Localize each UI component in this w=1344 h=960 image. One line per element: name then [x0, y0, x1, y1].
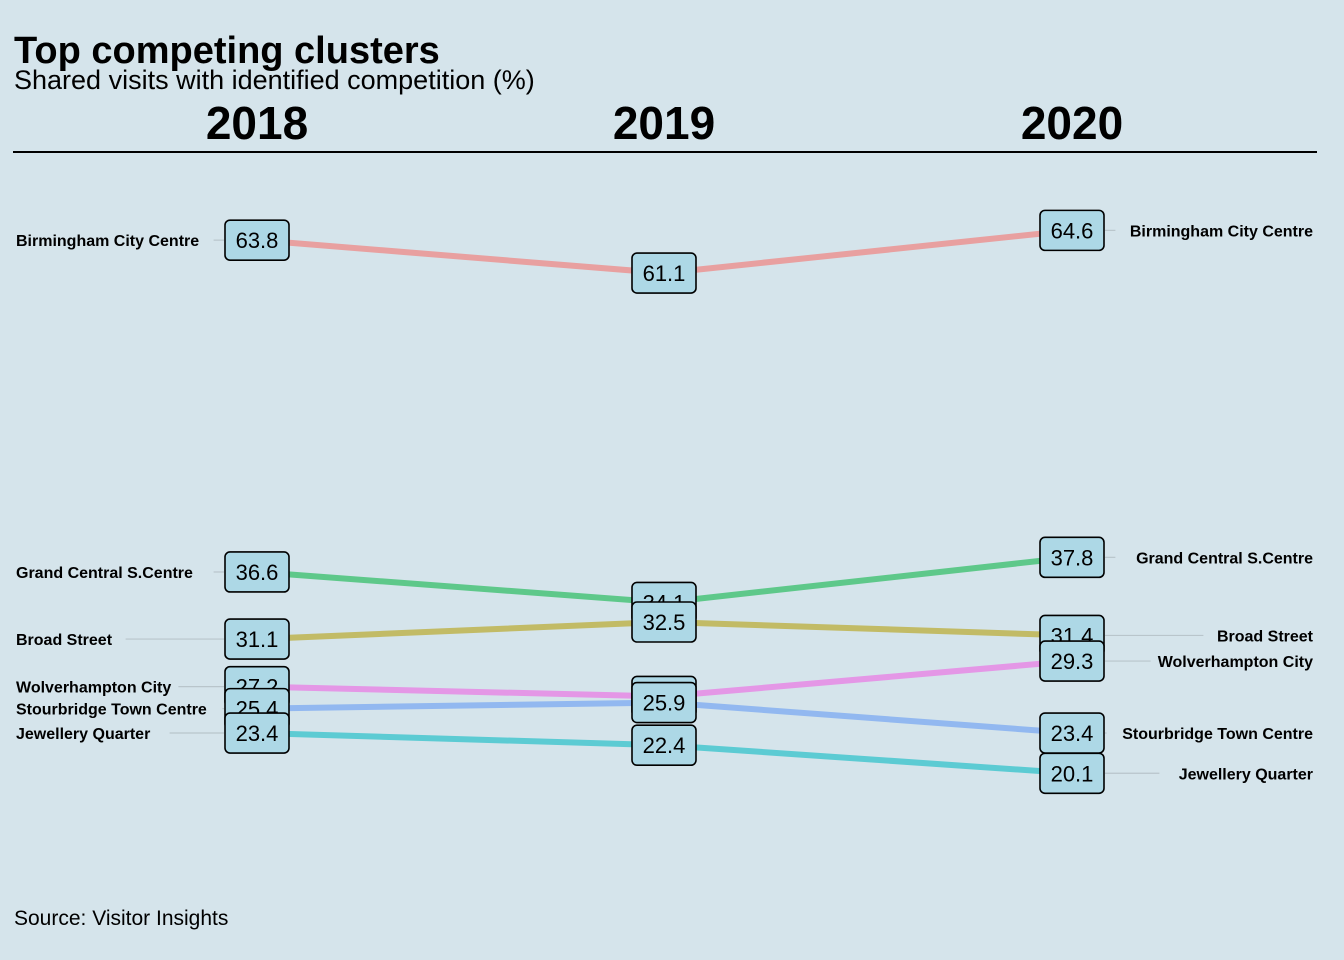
category-label-right-stourbridge-town-centre: Stourbridge Town Centre: [1122, 726, 1313, 743]
label-leaders: [125, 229, 1204, 774]
value-box-birmingham-city-centre-2020: [1039, 209, 1105, 252]
category-label-right-broad-street: Broad Street: [1217, 628, 1314, 645]
value-label-grand-central-s-centre-2020: 37.8: [1051, 545, 1094, 570]
category-label-left-birmingham-city-centre: Birmingham City Centre: [16, 233, 199, 250]
year-label-2020: 2020: [1021, 97, 1123, 149]
value-box-stourbridge-town-centre-2019: [631, 681, 697, 724]
source-caption: Source: Visitor Insights: [14, 907, 229, 930]
value-label-stourbridge-town-centre-2019: 25.9: [643, 691, 686, 716]
value-box-birmingham-city-centre-2018: [224, 219, 290, 261]
value-label-broad-street-2019: 32.5: [643, 610, 686, 635]
value-box-broad-street-2018: [224, 618, 290, 660]
value-box-wolverhampton-city-2020: [1039, 640, 1105, 682]
category-label-left-jewellery-quarter: Jewellery Quarter: [16, 726, 150, 743]
chart-title: Top competing clusters: [14, 30, 440, 72]
value-label-stourbridge-town-centre-2020: 23.4: [1051, 721, 1094, 746]
category-label-right-jewellery-quarter: Jewellery Quarter: [1179, 766, 1313, 783]
value-box-grand-central-s-centre-2020: [1039, 536, 1105, 579]
category-labels: Birmingham City Centre Birmingham City Ce…: [16, 223, 1314, 783]
value-label-jewellery-quarter-2020: 20.1: [1051, 761, 1094, 786]
value-label-jewellery-quarter-2019: 22.4: [643, 733, 686, 758]
value-box-jewellery-quarter-2019: [631, 724, 697, 767]
year-label-2019: 2019: [613, 97, 715, 149]
year-labels: 2018 2019 2020: [206, 97, 1123, 149]
value-box-birmingham-city-centre-2019: [631, 252, 697, 294]
value-box-jewellery-quarter-2018: [224, 712, 290, 754]
value-label-birmingham-city-centre-2019: 61.1: [643, 261, 686, 286]
value-box-grand-central-s-centre-2018: [224, 551, 290, 593]
category-label-left-broad-street: Broad Street: [16, 632, 113, 649]
value-label-birmingham-city-centre-2018: 63.8: [236, 228, 279, 253]
category-label-right-birmingham-city-centre: Birmingham City Centre: [1130, 223, 1313, 240]
value-label-birmingham-city-centre-2020: 64.6: [1051, 218, 1094, 243]
category-label-right-wolverhampton-city: Wolverhampton City: [1158, 654, 1313, 671]
year-label-2018: 2018: [206, 97, 308, 149]
category-label-left-wolverhampton-city: Wolverhampton City: [16, 680, 171, 697]
category-label-left-grand-central-s-centre: Grand Central S.Centre: [16, 565, 193, 582]
value-label-broad-street-2018: 31.1: [236, 627, 279, 652]
chart-subtitle: Shared visits with identified competitio…: [14, 65, 535, 95]
category-label-right-grand-central-s-centre: Grand Central S.Centre: [1136, 550, 1313, 567]
value-box-jewellery-quarter-2020: [1039, 752, 1105, 795]
value-label-wolverhampton-city-2020: 29.3: [1051, 649, 1094, 674]
value-labels: 63.861.164.636.634.137.831.132.531.427.2…: [224, 209, 1105, 795]
value-box-broad-street-2019: [631, 601, 697, 643]
value-label-grand-central-s-centre-2018: 36.6: [236, 560, 279, 585]
category-label-left-stourbridge-town-centre: Stourbridge Town Centre: [16, 702, 207, 719]
value-label-jewellery-quarter-2018: 23.4: [236, 721, 279, 746]
